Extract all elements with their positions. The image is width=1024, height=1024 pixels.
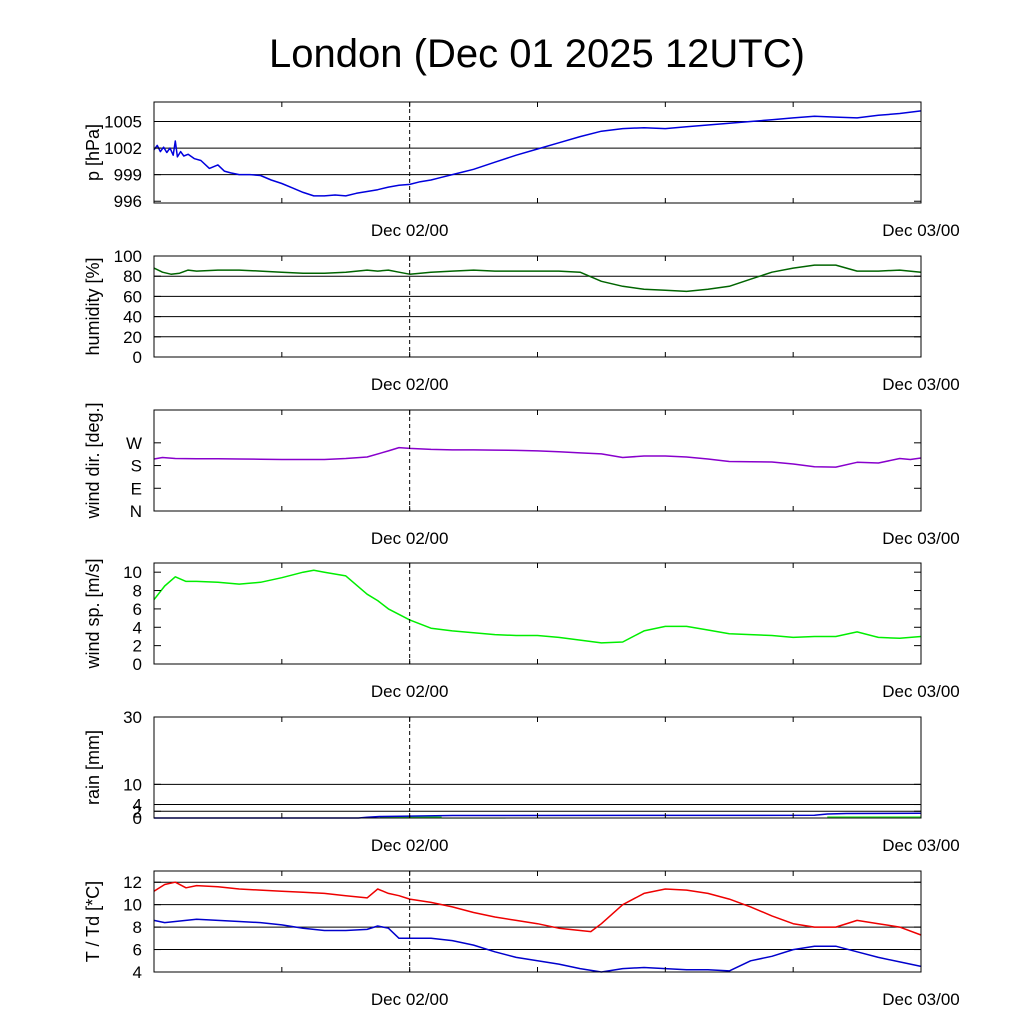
series-line-2-0 <box>153 446 922 468</box>
panel-temperature-dewpoint: 4 6 8 10 12 T / Td [*C] Dec 02/00 Dec 03/00 <box>83 870 960 1009</box>
rain-bar <box>827 816 921 818</box>
y-tick-label: 4 <box>133 618 142 637</box>
y-tick-label: 2 <box>133 637 142 656</box>
series-line-1-0 <box>153 264 922 293</box>
x-tick-label: Dec 02/00 <box>371 990 449 1009</box>
y-axis-label: wind sp. [m/s] <box>83 558 103 669</box>
x-tick-label: Dec 03/00 <box>882 836 960 855</box>
y-tick-label: 1002 <box>104 139 142 158</box>
y-axis-label: p [hPa] <box>83 124 103 181</box>
panel-frame <box>153 870 922 973</box>
y-axis-label: wind dir. [deg.] <box>83 402 103 519</box>
y-tick-label: 30 <box>123 708 142 727</box>
panel-rain: 024 10 30 rain [mm] Dec 02/00 Dec 03/00 <box>83 708 960 855</box>
x-tick-label: Dec 03/00 <box>882 375 960 394</box>
y-tick-label: 996 <box>114 192 142 211</box>
chart-title: London (Dec 01 2025 12UTC) <box>269 32 805 76</box>
y-tick-label: 2 <box>133 802 142 821</box>
x-tick-label: Dec 02/00 <box>371 682 449 701</box>
series-line-3-0 <box>153 569 922 644</box>
panel-frame <box>153 409 922 512</box>
y-tick-label: 12 <box>123 873 142 892</box>
y-tick-label: 4 <box>133 796 142 815</box>
series-line-5-0 <box>153 881 922 936</box>
y-tick-label: N <box>130 502 142 521</box>
x-tick-label: Dec 03/00 <box>882 682 960 701</box>
y-tick-label: 1005 <box>104 112 142 131</box>
y-tick-label: 8 <box>133 918 142 937</box>
series-line-0-0 <box>153 110 922 197</box>
y-tick-label: 6 <box>133 941 142 960</box>
y-tick-label: 10 <box>123 563 142 582</box>
rain-bar <box>379 816 442 818</box>
x-tick-label: Dec 03/00 <box>882 221 960 240</box>
y-tick-label: 60 <box>123 287 142 306</box>
x-tick-label: Dec 02/00 <box>371 529 449 548</box>
y-tick-label: 40 <box>123 308 142 327</box>
y-tick-label: 0 <box>133 655 142 674</box>
y-tick-label: W <box>126 434 142 453</box>
x-tick-label: Dec 02/00 <box>371 221 449 240</box>
x-tick-label: Dec 03/00 <box>882 990 960 1009</box>
y-tick-label: 999 <box>114 166 142 185</box>
panel-frame <box>153 716 922 819</box>
y-tick-label: 100 <box>114 247 142 266</box>
panel-frame <box>153 562 922 665</box>
y-tick-label: 0 <box>133 348 142 367</box>
y-tick-label: 10 <box>123 896 142 915</box>
y-axis-label: humidity [%] <box>83 257 103 355</box>
y-tick-label: S <box>131 457 142 476</box>
y-tick-label: 80 <box>123 267 142 286</box>
y-tick-label: 10 <box>123 775 142 794</box>
y-axis-label: T / Td [*C] <box>83 881 103 962</box>
y-tick-label: 6 <box>133 600 142 619</box>
y-tick-label: 8 <box>133 582 142 601</box>
series-line-5-1 <box>153 918 922 973</box>
y-tick-label: 4 <box>133 963 142 982</box>
x-tick-label: Dec 03/00 <box>882 529 960 548</box>
x-tick-label: Dec 02/00 <box>371 836 449 855</box>
y-tick-label: 0 <box>133 809 142 828</box>
y-axis-label: rain [mm] <box>83 730 103 805</box>
y-tick-label: 20 <box>123 328 142 347</box>
y-tick-label: E <box>131 479 142 498</box>
x-tick-label: Dec 02/00 <box>371 375 449 394</box>
